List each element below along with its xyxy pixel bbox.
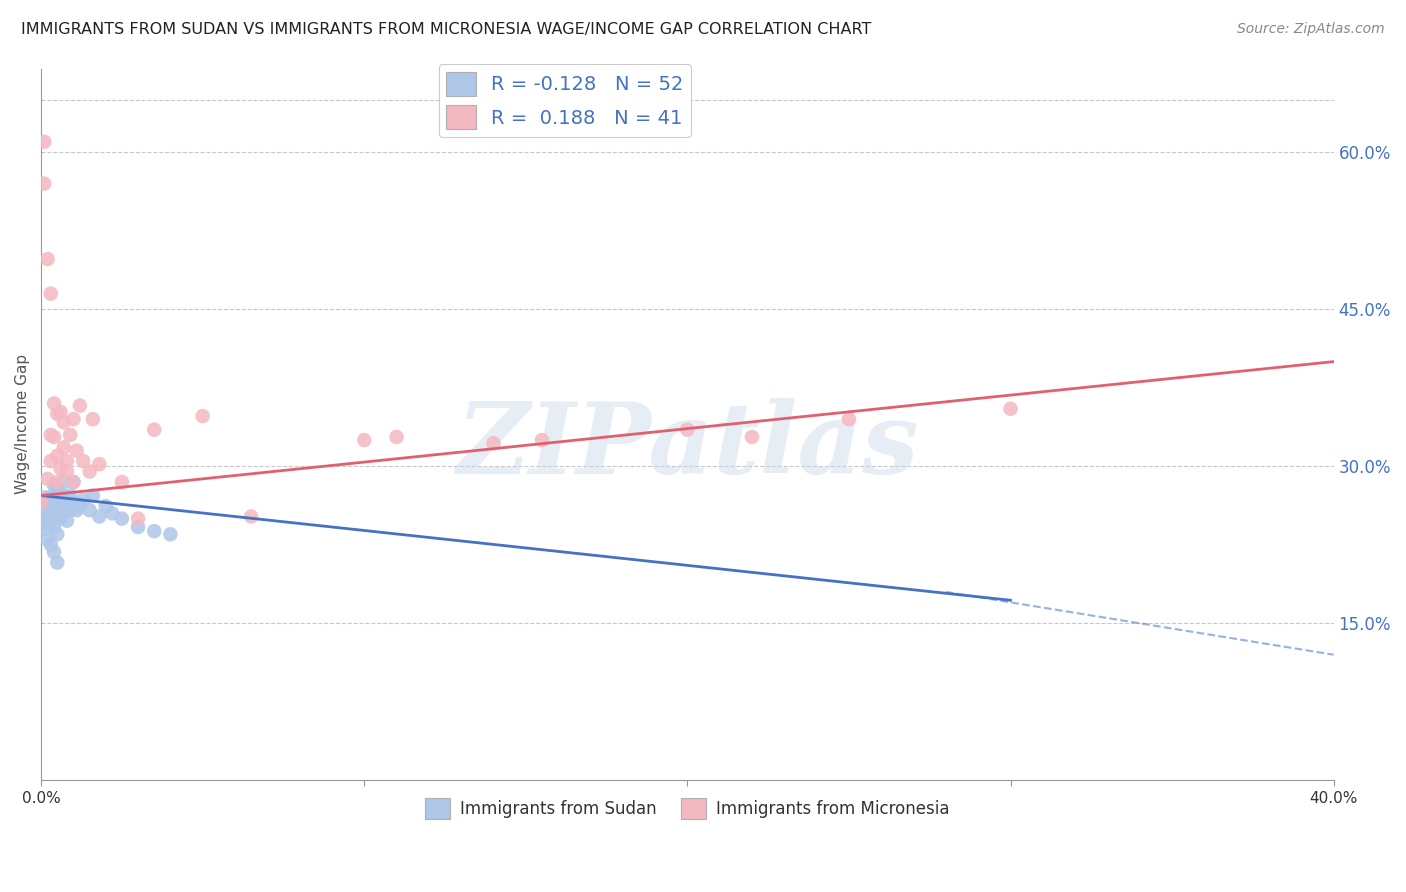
Point — [37, 516, 59, 531]
Point — [37, 491, 59, 505]
Point — [34, 491, 56, 505]
Point — [46, 507, 69, 521]
Point — [62, 412, 84, 426]
Point — [59, 428, 82, 442]
Point — [37, 533, 59, 547]
Point — [530, 433, 553, 447]
Point — [46, 556, 69, 570]
Point — [37, 472, 59, 486]
Y-axis label: Wage/Income Gap: Wage/Income Gap — [15, 354, 30, 494]
Point — [82, 412, 104, 426]
Point — [37, 252, 59, 266]
Point — [39, 491, 62, 505]
Point — [838, 412, 860, 426]
Point — [30, 496, 52, 510]
Point — [34, 507, 56, 521]
Point — [52, 475, 75, 489]
Point — [42, 478, 65, 492]
Point — [46, 492, 69, 507]
Point — [79, 465, 101, 479]
Point — [741, 430, 763, 444]
Point — [143, 524, 166, 538]
Point — [39, 428, 62, 442]
Point — [56, 465, 79, 479]
Point — [56, 492, 79, 507]
Point — [49, 461, 72, 475]
Point — [39, 514, 62, 528]
Point — [52, 489, 75, 503]
Point — [37, 511, 59, 525]
Text: IMMIGRANTS FROM SUDAN VS IMMIGRANTS FROM MICRONESIA WAGE/INCOME GAP CORRELATION : IMMIGRANTS FROM SUDAN VS IMMIGRANTS FROM… — [21, 22, 872, 37]
Point — [49, 509, 72, 524]
Point — [240, 509, 263, 524]
Point — [42, 545, 65, 559]
Point — [69, 399, 91, 413]
Point — [127, 511, 149, 525]
Point — [62, 475, 84, 489]
Point — [101, 507, 124, 521]
Point — [1000, 401, 1022, 416]
Point — [127, 520, 149, 534]
Point — [111, 511, 134, 525]
Point — [62, 496, 84, 510]
Point — [482, 436, 505, 450]
Point — [42, 396, 65, 410]
Point — [39, 454, 62, 468]
Point — [49, 492, 72, 507]
Point — [72, 454, 94, 468]
Point — [111, 475, 134, 489]
Point — [34, 135, 56, 149]
Legend: Immigrants from Sudan, Immigrants from Micronesia: Immigrants from Sudan, Immigrants from M… — [418, 792, 956, 825]
Point — [59, 503, 82, 517]
Point — [56, 514, 79, 528]
Point — [42, 503, 65, 517]
Point — [39, 286, 62, 301]
Point — [37, 496, 59, 510]
Point — [39, 496, 62, 510]
Point — [49, 405, 72, 419]
Point — [30, 496, 52, 510]
Point — [72, 492, 94, 507]
Point — [49, 499, 72, 513]
Point — [89, 509, 111, 524]
Point — [66, 503, 89, 517]
Point — [46, 475, 69, 489]
Point — [56, 454, 79, 468]
Point — [39, 509, 62, 524]
Point — [46, 407, 69, 421]
Point — [69, 499, 91, 513]
Point — [34, 177, 56, 191]
Point — [59, 489, 82, 503]
Point — [42, 491, 65, 505]
Point — [82, 489, 104, 503]
Text: Source: ZipAtlas.com: Source: ZipAtlas.com — [1237, 22, 1385, 37]
Point — [159, 527, 181, 541]
Point — [52, 415, 75, 429]
Point — [46, 449, 69, 463]
Point — [34, 522, 56, 536]
Point — [42, 430, 65, 444]
Point — [42, 520, 65, 534]
Point — [30, 507, 52, 521]
Point — [62, 475, 84, 489]
Point — [143, 423, 166, 437]
Point — [89, 457, 111, 471]
Point — [676, 423, 699, 437]
Point — [46, 527, 69, 541]
Point — [34, 516, 56, 531]
Point — [191, 409, 214, 423]
Point — [94, 499, 117, 513]
Point — [52, 441, 75, 455]
Point — [46, 483, 69, 497]
Point — [34, 501, 56, 516]
Point — [49, 511, 72, 525]
Point — [385, 430, 408, 444]
Point — [66, 443, 89, 458]
Text: ZIPatlas: ZIPatlas — [456, 398, 918, 494]
Point — [39, 538, 62, 552]
Point — [52, 501, 75, 516]
Point — [353, 433, 375, 447]
Point — [79, 503, 101, 517]
